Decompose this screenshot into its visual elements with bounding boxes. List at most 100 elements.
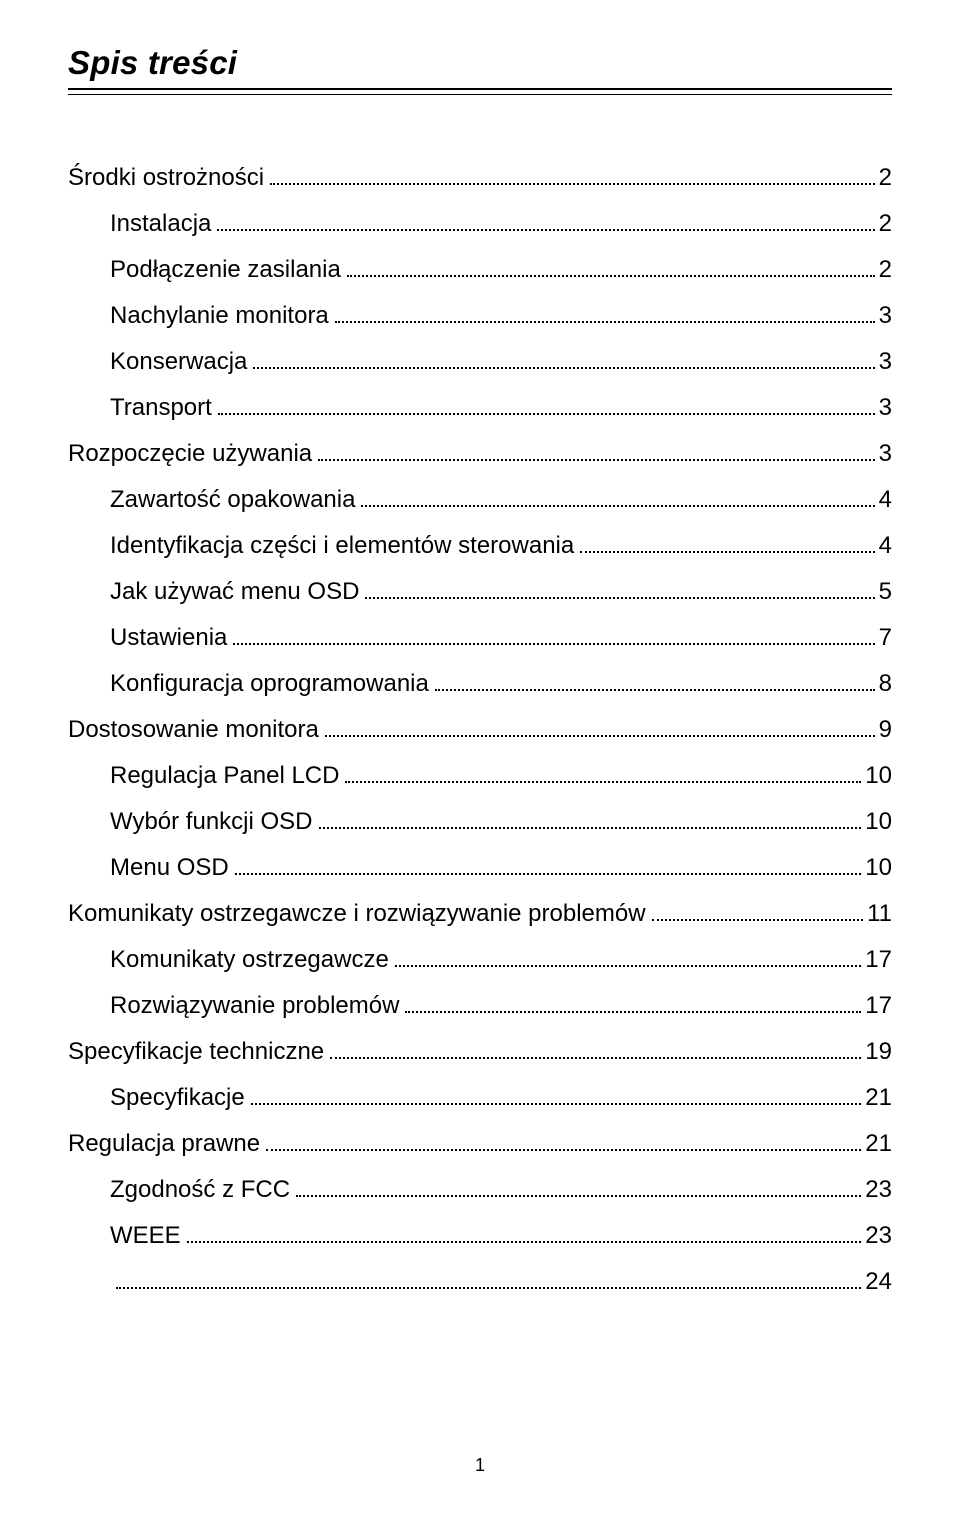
toc-entry: Podłączenie zasilania 2: [110, 247, 892, 293]
toc-leader-dots: [361, 492, 874, 507]
toc-page-number: 2: [879, 258, 892, 282]
toc-entry: 24: [110, 1259, 892, 1305]
toc-label: Komunikaty ostrzegawcze i rozwiązywanie …: [68, 902, 646, 926]
toc-page-number: 9: [879, 718, 892, 742]
toc-entry: Zawartość opakowania 4: [110, 477, 892, 523]
toc-leader-dots: [235, 860, 862, 875]
toc-entry: Komunikaty ostrzegawcze 17: [110, 937, 892, 983]
toc-page-number: 21: [865, 1086, 892, 1110]
toc-page-number: 10: [865, 810, 892, 834]
toc-leader-dots: [187, 1228, 862, 1243]
toc-leader-dots: [296, 1182, 861, 1197]
toc-page-number: 2: [879, 166, 892, 190]
toc-leader-dots: [365, 584, 874, 599]
toc-leader-dots: [347, 262, 875, 277]
toc-label: Specyfikacje techniczne: [68, 1040, 324, 1064]
toc-label: Rozpoczęcie używania: [68, 442, 312, 466]
toc-label: Konfiguracja oprogramowania: [110, 672, 429, 696]
toc-leader-dots: [218, 400, 875, 415]
toc-leader-dots: [405, 998, 861, 1013]
toc-entry: Środki ostrożności 2: [68, 155, 892, 201]
toc-entry: Rozpoczęcie używania 3: [68, 431, 892, 477]
page-number: 1: [0, 1455, 960, 1476]
toc-leader-dots: [319, 814, 862, 829]
toc-label: Nachylanie monitora: [110, 304, 329, 328]
toc-page-number: 7: [879, 626, 892, 650]
page-title: Spis treści: [68, 44, 892, 82]
toc-leader-dots: [345, 768, 861, 783]
toc-label: Regulacja Panel LCD: [110, 764, 339, 788]
toc-page-number: 4: [879, 488, 892, 512]
document-page: Spis treści Środki ostrożności2Instalacj…: [0, 0, 960, 1516]
toc-leader-dots: [318, 446, 875, 461]
toc-entry: Identyfikacja części i elementów sterowa…: [110, 523, 892, 569]
toc-page-number: 8: [879, 672, 892, 696]
toc-entry: Menu OSD 10: [110, 845, 892, 891]
toc-page-number: 17: [865, 994, 892, 1018]
toc-entry: Konserwacja3: [110, 339, 892, 385]
toc-leader-dots: [580, 538, 874, 553]
toc-entry: Transport 3: [110, 385, 892, 431]
toc-entry: Instalacja 2: [110, 201, 892, 247]
title-rule-thin: [68, 94, 892, 95]
table-of-contents: Środki ostrożności2Instalacja2Podłączeni…: [68, 155, 892, 1305]
toc-page-number: 3: [879, 396, 892, 420]
toc-leader-dots: [325, 722, 875, 737]
toc-label: Instalacja: [110, 212, 211, 236]
toc-entry: Ustawienia 7: [110, 615, 892, 661]
toc-leader-dots: [435, 676, 875, 691]
toc-leader-dots: [217, 216, 874, 231]
toc-leader-dots: [330, 1044, 861, 1059]
toc-page-number: 3: [879, 304, 892, 328]
toc-page-number: 23: [865, 1224, 892, 1248]
toc-entry: Jak używać menu OSD5: [110, 569, 892, 615]
toc-leader-dots: [270, 170, 875, 185]
toc-page-number: 24: [865, 1270, 892, 1294]
toc-page-number: 5: [879, 580, 892, 604]
toc-leader-dots: [266, 1136, 861, 1151]
toc-label: Regulacja prawne: [68, 1132, 260, 1156]
toc-page-number: 11: [867, 902, 892, 926]
toc-label: Ustawienia: [110, 626, 227, 650]
toc-leader-dots: [116, 1274, 861, 1289]
toc-entry: Rozwiązywanie problemów 17: [110, 983, 892, 1029]
toc-label: Dostosowanie monitora: [68, 718, 319, 742]
toc-page-number: 23: [865, 1178, 892, 1202]
toc-entry: Specyfikacje 21: [110, 1075, 892, 1121]
toc-entry: WEEE 23: [110, 1213, 892, 1259]
toc-page-number: 17: [865, 948, 892, 972]
toc-label: Menu OSD: [110, 856, 229, 880]
toc-label: Transport: [110, 396, 212, 420]
toc-page-number: 10: [865, 764, 892, 788]
toc-entry: Regulacja prawne 21: [68, 1121, 892, 1167]
toc-label: Zgodność z FCC: [110, 1178, 290, 1202]
toc-entry: Wybór funkcji OSD 10: [110, 799, 892, 845]
toc-label: Konserwacja: [110, 350, 247, 374]
toc-label: Wybór funkcji OSD: [110, 810, 313, 834]
toc-entry: Zgodność z FCC 23: [110, 1167, 892, 1213]
toc-page-number: 19: [865, 1040, 892, 1064]
toc-label: Identyfikacja części i elementów sterowa…: [110, 534, 574, 558]
toc-label: Specyfikacje: [110, 1086, 245, 1110]
toc-leader-dots: [335, 308, 875, 323]
toc-page-number: 4: [879, 534, 892, 558]
toc-page-number: 2: [879, 212, 892, 236]
toc-label: Środki ostrożności: [68, 166, 264, 190]
toc-entry: Nachylanie monitora 3: [110, 293, 892, 339]
toc-leader-dots: [253, 354, 874, 369]
toc-label: Komunikaty ostrzegawcze: [110, 948, 389, 972]
title-rule-thick: [68, 88, 892, 90]
toc-leader-dots: [652, 906, 864, 921]
toc-leader-dots: [395, 952, 862, 967]
toc-entry: Dostosowanie monitora 9: [68, 707, 892, 753]
toc-page-number: 3: [879, 442, 892, 466]
toc-entry: Konfiguracja oprogramowania 8: [110, 661, 892, 707]
toc-label: WEEE: [110, 1224, 181, 1248]
toc-page-number: 10: [865, 856, 892, 880]
toc-entry: Komunikaty ostrzegawcze i rozwiązywanie …: [68, 891, 892, 937]
toc-page-number: 21: [865, 1132, 892, 1156]
toc-entry: Regulacja Panel LCD 10: [110, 753, 892, 799]
toc-label: Podłączenie zasilania: [110, 258, 341, 282]
toc-label: Zawartość opakowania: [110, 488, 355, 512]
toc-label: Rozwiązywanie problemów: [110, 994, 399, 1018]
